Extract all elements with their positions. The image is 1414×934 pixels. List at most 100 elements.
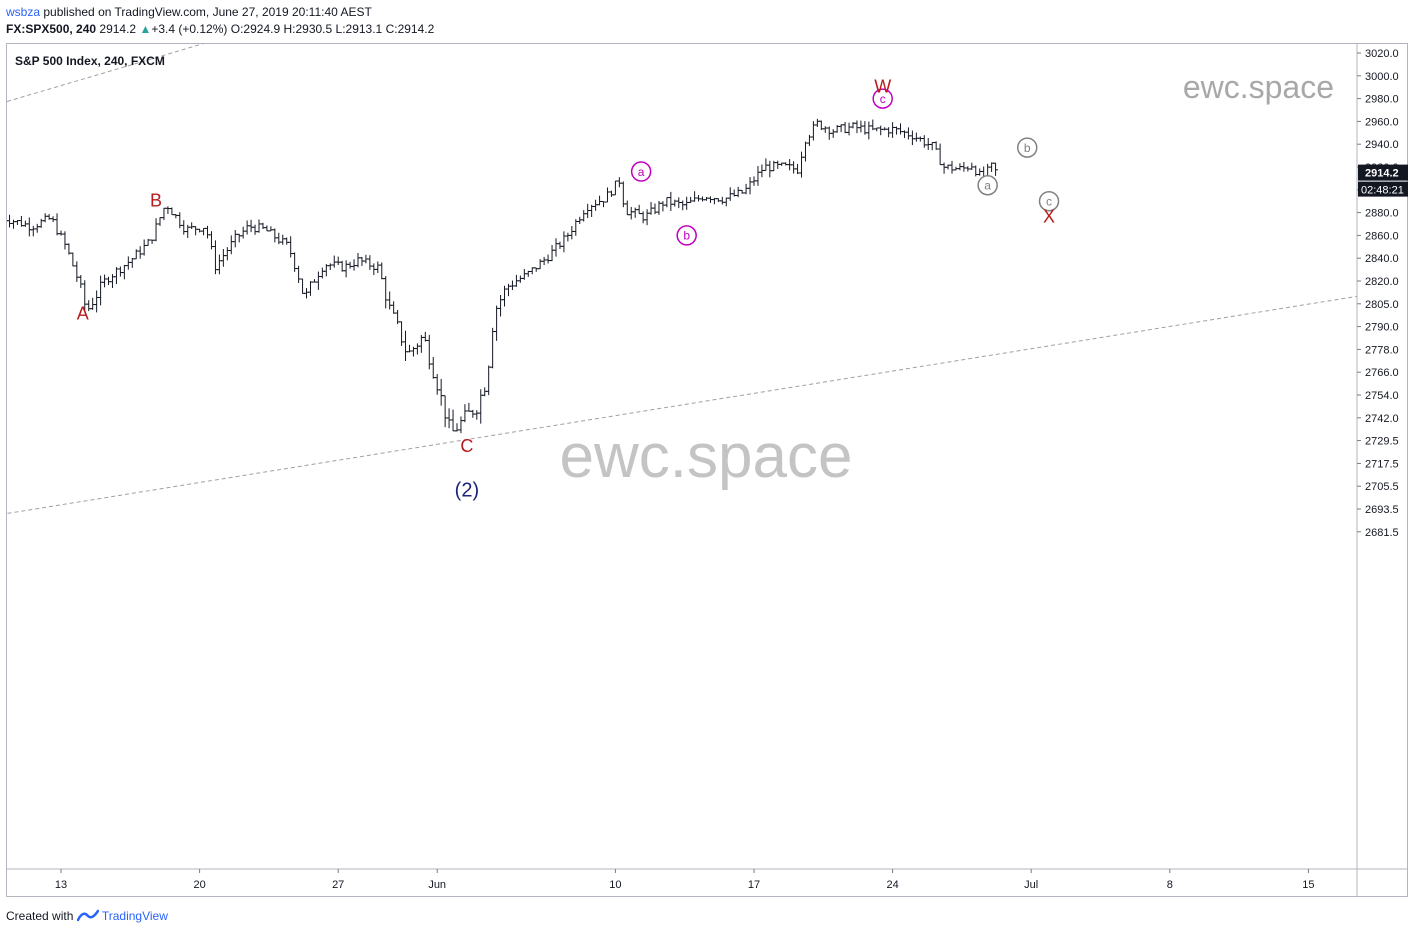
ohlc-bar bbox=[248, 219, 254, 233]
ohlc-bar bbox=[367, 255, 373, 270]
chart-frame bbox=[6, 43, 1408, 897]
ohlc-bar bbox=[430, 356, 436, 379]
ohlc-bar bbox=[300, 278, 306, 294]
y-tick-label: 2940.0 bbox=[1365, 139, 1399, 151]
ohlc-bar bbox=[129, 257, 135, 268]
watermark-large: ewc.space bbox=[560, 422, 853, 491]
ohlc-bar bbox=[197, 228, 203, 233]
ohlc-bar bbox=[220, 249, 226, 267]
ohlc-bar bbox=[30, 225, 36, 237]
ohlc-bar bbox=[878, 125, 884, 136]
ohlc-bar bbox=[569, 226, 575, 240]
x-tick-label: Jul bbox=[1024, 879, 1038, 891]
y-tick-label: 3020.0 bbox=[1365, 48, 1399, 60]
ohlc-bar bbox=[624, 200, 630, 216]
ohlc-bar bbox=[391, 301, 397, 314]
ohlc-bar bbox=[822, 126, 828, 133]
ohlc-bar bbox=[62, 231, 68, 250]
y-tick-label: 2820.0 bbox=[1365, 276, 1399, 288]
tradingview-logo-icon bbox=[76, 908, 99, 927]
ohlc-bar bbox=[909, 130, 915, 146]
ohlc-bar bbox=[660, 201, 666, 212]
ohlc-bar bbox=[810, 121, 816, 141]
watermark-small: ewc.space bbox=[1183, 69, 1334, 105]
ohlc-bar bbox=[668, 191, 674, 211]
ohlc-bar bbox=[993, 162, 999, 176]
ohlc-bar bbox=[90, 297, 96, 310]
wave-label-magenta-circle: a bbox=[630, 161, 652, 182]
ohlc-bar bbox=[604, 187, 610, 203]
ohlc-bar bbox=[189, 222, 195, 230]
y-tick-label: 2980.0 bbox=[1365, 94, 1399, 106]
ohlc-bar bbox=[165, 206, 171, 214]
ohlc-bar bbox=[565, 232, 571, 242]
ohlc-bar bbox=[616, 177, 622, 188]
ohlc-bar bbox=[977, 168, 983, 176]
ohlc-bar bbox=[612, 180, 618, 196]
ohlc-bar bbox=[173, 214, 179, 219]
ohlc-bar bbox=[434, 374, 440, 395]
x-tick-label: 24 bbox=[886, 879, 898, 891]
close-value: C:2914.2 bbox=[385, 22, 435, 36]
price-change: +3.4 (+0.12%) bbox=[151, 22, 228, 36]
ohlc-bar bbox=[109, 274, 115, 288]
low-value: L:2913.1 bbox=[335, 22, 383, 36]
ohlc-bar bbox=[284, 237, 290, 245]
ohlc-bar bbox=[462, 404, 468, 423]
x-tick-label: Jun bbox=[428, 879, 446, 891]
ohlc-bar bbox=[581, 210, 587, 222]
ohlc-bar bbox=[735, 186, 741, 198]
wave-label-magenta-circle: c bbox=[872, 88, 893, 109]
ohlc-bar bbox=[268, 226, 274, 232]
ohlc-bar bbox=[791, 161, 797, 174]
ohlc-bar bbox=[113, 267, 119, 285]
svg-text:02:48:21: 02:48:21 bbox=[1361, 185, 1404, 197]
ohlc-bar bbox=[553, 238, 559, 257]
ohlc-bar bbox=[236, 233, 242, 243]
svg-text:W: W bbox=[874, 77, 891, 97]
ohlc-bar bbox=[898, 123, 904, 135]
wave-label-red: C bbox=[460, 436, 473, 456]
ohlc-bar bbox=[296, 265, 302, 283]
ohlc-bar bbox=[969, 162, 975, 170]
ohlc-bar bbox=[664, 197, 670, 208]
svg-text:c: c bbox=[1046, 195, 1052, 209]
ohlc-bar bbox=[814, 118, 820, 127]
published-text: published on TradingView.com, June 27, 2… bbox=[43, 5, 372, 19]
x-tick-label: 13 bbox=[55, 879, 67, 891]
ohlc-bar bbox=[921, 135, 927, 148]
svg-text:X: X bbox=[1043, 207, 1055, 227]
ohlc-bar bbox=[264, 225, 270, 232]
ohlc-bar bbox=[478, 389, 484, 424]
y-tick-label: 2705.5 bbox=[1365, 481, 1399, 493]
ohlc-bar bbox=[541, 256, 547, 266]
author-link[interactable]: wsbza bbox=[6, 5, 41, 19]
last-price-label: 2914.2 02:48:21 bbox=[1358, 164, 1408, 197]
ohlc-bar bbox=[125, 256, 131, 270]
ohlc-bar bbox=[494, 305, 500, 341]
ohlc-bar bbox=[767, 160, 773, 178]
ohlc-bar bbox=[117, 266, 123, 277]
channel-line-lower bbox=[7, 295, 1357, 515]
ohlc-bar bbox=[597, 195, 603, 206]
ohlc-bar bbox=[989, 162, 995, 172]
ohlc-bar bbox=[383, 276, 389, 309]
ohlc-bar bbox=[319, 267, 325, 279]
ohlc-bar bbox=[335, 256, 341, 266]
svg-text:a: a bbox=[984, 179, 991, 193]
ohlc-bar bbox=[557, 241, 563, 249]
ohlc-bar bbox=[628, 206, 634, 220]
change-up-icon: ▲ bbox=[139, 22, 152, 36]
ohlc-bar bbox=[315, 271, 321, 290]
publish-info: wsbza published on TradingView.com, June… bbox=[6, 4, 372, 20]
ohlc-bar bbox=[403, 330, 409, 362]
wave-label-red: X bbox=[1043, 207, 1055, 227]
tradingview-link[interactable]: TradingView bbox=[101, 909, 168, 923]
wave-label-gray-circle: b bbox=[1016, 137, 1038, 158]
created-with-text: Created with bbox=[6, 909, 74, 923]
ohlc-bar bbox=[684, 196, 690, 210]
ohlc-bar bbox=[343, 260, 349, 278]
wave-label-blue: (2) bbox=[455, 479, 479, 501]
